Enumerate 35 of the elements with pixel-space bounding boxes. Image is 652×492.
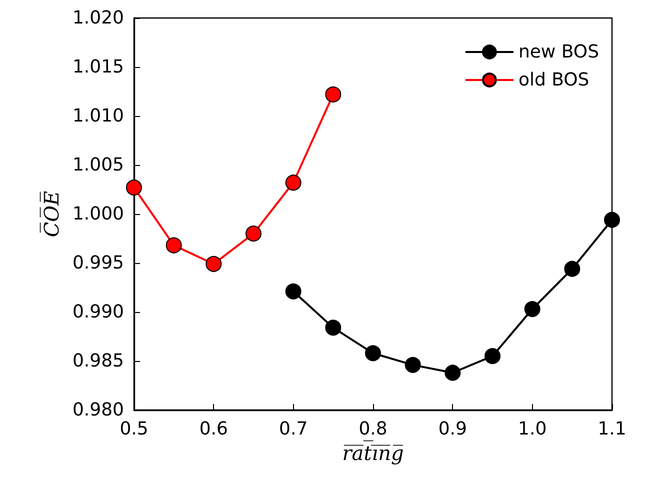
point <box>484 348 500 364</box>
x-tick-label: 0.9 <box>438 418 467 440</box>
y-tick-label: 1.005 <box>72 154 124 176</box>
point <box>604 212 620 228</box>
point <box>126 180 142 196</box>
point <box>444 364 461 381</box>
y-tick-label: 1.020 <box>72 8 124 28</box>
x-tick-label: 1.1 <box>598 418 626 440</box>
legend-label: old BOS <box>518 70 590 90</box>
point <box>285 174 302 191</box>
y-axis-title: C̅O̅E̅ <box>38 190 64 238</box>
point <box>246 226 262 242</box>
point <box>564 260 580 277</box>
x-axis-title: r̅a̅t̅i̅n̅g̅ <box>342 440 404 465</box>
x-tick-label: 1.0 <box>518 418 547 440</box>
y-tick-label: 0.995 <box>72 252 124 274</box>
x-tick-label: 0.7 <box>279 418 308 440</box>
point <box>206 256 222 272</box>
y-tick-label: 1.015 <box>72 56 124 78</box>
point <box>325 86 342 102</box>
x-tick-label: 0.8 <box>358 418 388 440</box>
y-tick-label: 0.980 <box>72 400 124 420</box>
x-tick-label: 0.5 <box>120 418 148 440</box>
point <box>325 320 342 336</box>
y-tick-label: 0.990 <box>72 302 124 322</box>
point <box>166 237 182 254</box>
legend-label: new BOS <box>518 42 600 62</box>
point <box>524 301 540 318</box>
y-tick-label: 1.000 <box>72 204 124 224</box>
x-tick-label: 0.6 <box>199 418 228 440</box>
point <box>365 345 381 362</box>
point <box>404 356 421 373</box>
y-tick-label: 0.985 <box>72 350 124 372</box>
point <box>285 283 302 300</box>
y-tick-label: 1.010 <box>72 106 124 126</box>
